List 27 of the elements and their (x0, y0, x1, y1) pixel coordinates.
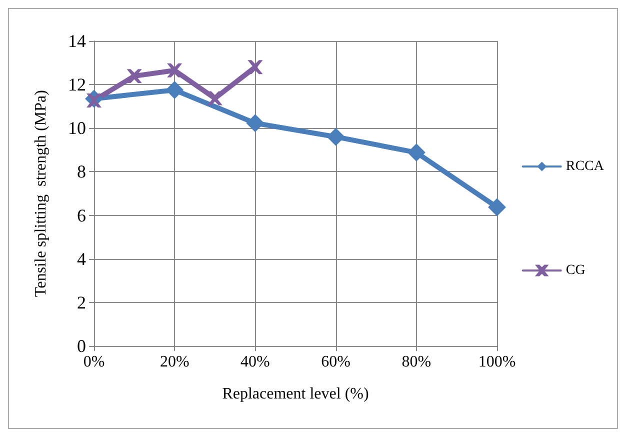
point (248, 60, 262, 74)
y-tick-label: 0 (77, 336, 86, 356)
point (407, 144, 426, 162)
point (166, 81, 184, 100)
point (488, 198, 506, 216)
x-tick-label: 20% (160, 354, 190, 370)
y-tick-label: 4 (77, 248, 86, 269)
y-tick-label: 2 (77, 292, 86, 312)
x-tick-label: 80% (402, 354, 432, 370)
x-tick-label: 0% (83, 354, 105, 370)
x-tick-label: 40% (240, 354, 270, 370)
legend-label: RCCA (566, 159, 605, 174)
legend-label: CG (566, 263, 586, 278)
point (246, 114, 264, 132)
point (168, 63, 182, 78)
y-tick-label: 8 (77, 162, 86, 182)
x-tick-label: 60% (321, 354, 350, 370)
point (326, 128, 345, 146)
point (127, 69, 142, 84)
y-tick-label: 10 (68, 118, 86, 138)
y-tick-label: 12 (68, 74, 86, 95)
x-tick-label: 100% (478, 354, 516, 370)
y-axis-title: Tensile splitting strength (MPa) (32, 90, 50, 297)
y-tick-label: 14 (68, 31, 86, 51)
y-tick-label: 6 (77, 205, 86, 226)
x-axis-title: Replacement level (%) (222, 386, 369, 402)
point (208, 91, 222, 106)
